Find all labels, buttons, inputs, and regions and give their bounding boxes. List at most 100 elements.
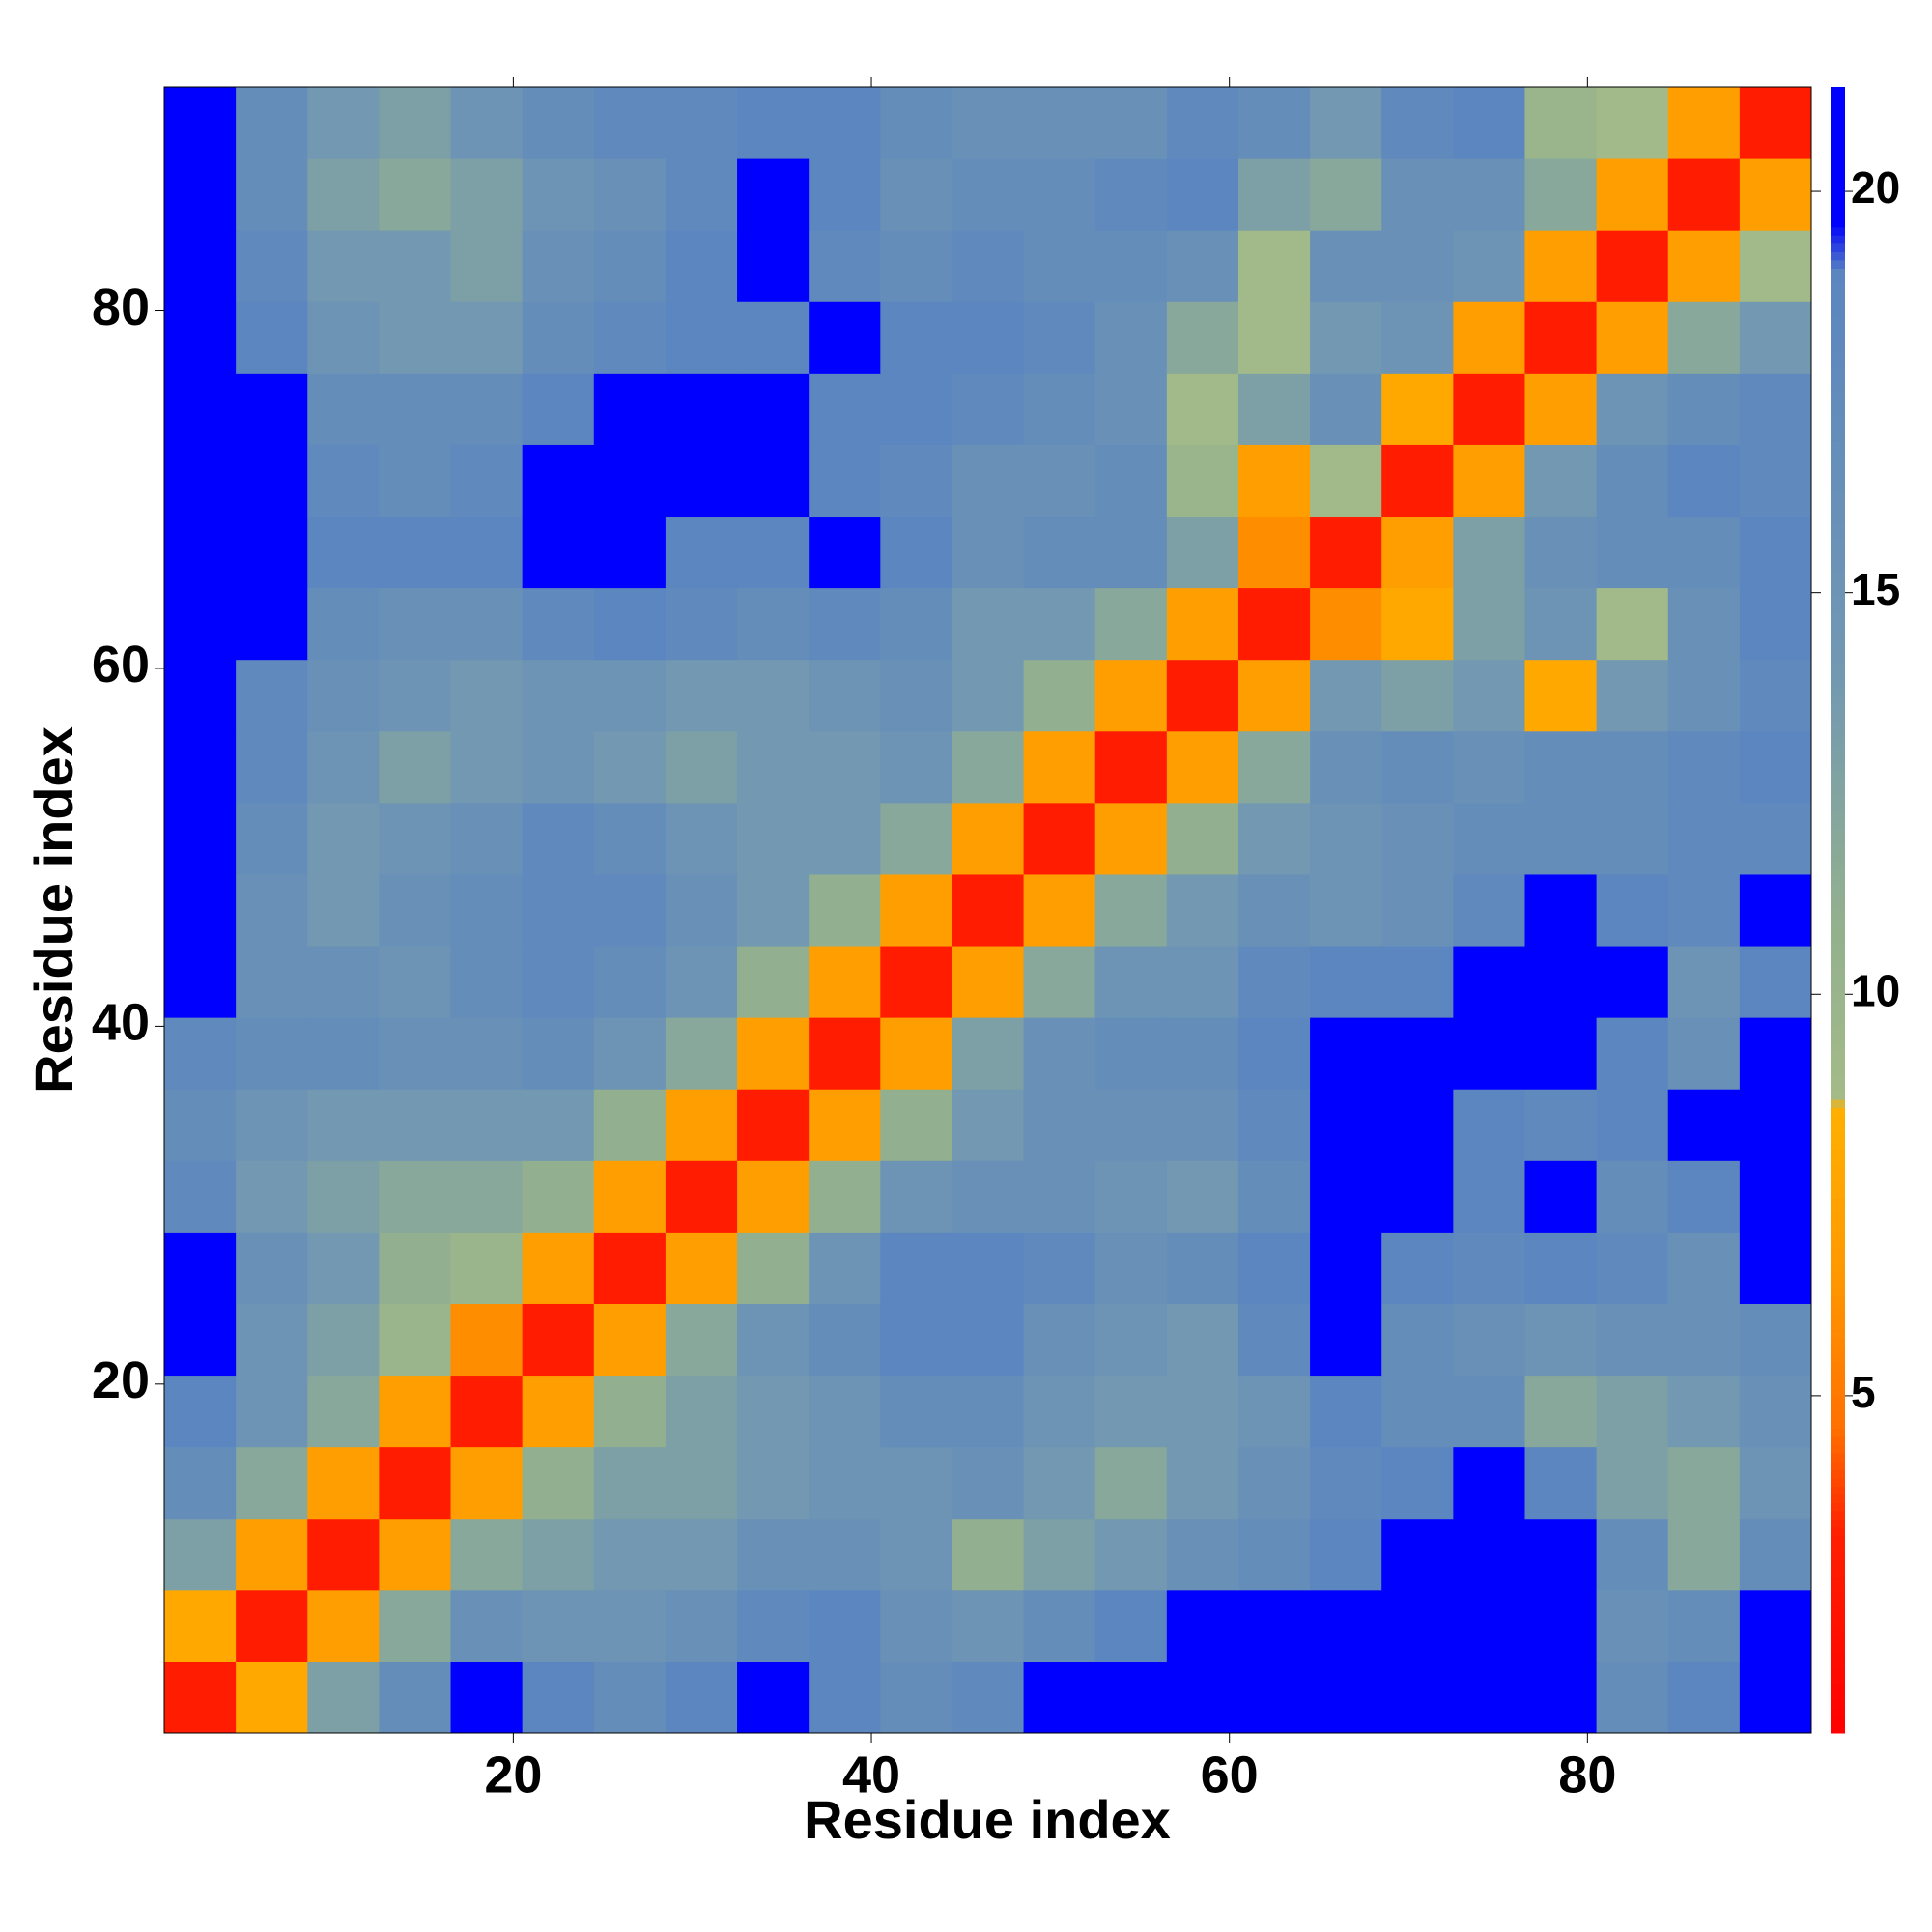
heatmap-cell bbox=[1310, 1375, 1382, 1448]
heatmap-cell bbox=[522, 946, 595, 1018]
colorbar-band bbox=[1831, 515, 1845, 525]
heatmap-cell bbox=[880, 659, 952, 732]
heatmap-cell bbox=[1667, 587, 1741, 661]
heatmap-cell bbox=[1023, 730, 1096, 804]
colorbar-band bbox=[1831, 934, 1845, 944]
colorbar-band bbox=[1831, 1296, 1845, 1306]
heatmap-cell bbox=[236, 802, 308, 875]
heatmap-cell bbox=[665, 444, 738, 518]
colorbar-band bbox=[1831, 457, 1845, 467]
y-tick-label: 40 bbox=[92, 994, 150, 1052]
heatmap-cell bbox=[236, 158, 308, 231]
heatmap-cell bbox=[522, 301, 595, 374]
heatmap-cell bbox=[1524, 587, 1598, 661]
heatmap-cell bbox=[1381, 946, 1454, 1018]
colorbar-band bbox=[1831, 1338, 1845, 1348]
heatmap-cell bbox=[1310, 444, 1382, 518]
heatmap-cell bbox=[809, 516, 881, 589]
heatmap-cell bbox=[307, 230, 380, 302]
heatmap-cell bbox=[737, 301, 810, 374]
heatmap-cell bbox=[952, 230, 1025, 302]
heatmap-cell bbox=[164, 587, 237, 661]
heatmap-cell bbox=[1381, 1375, 1454, 1448]
heatmap-cell bbox=[1667, 301, 1741, 374]
heatmap-cell bbox=[307, 946, 380, 1018]
heatmap-cell bbox=[1381, 1518, 1454, 1591]
heatmap-cell bbox=[1453, 230, 1525, 302]
heatmap-cell bbox=[379, 1017, 452, 1090]
colorbar-band bbox=[1831, 1493, 1845, 1503]
heatmap-cell bbox=[1310, 946, 1382, 1018]
heatmap-cell bbox=[1453, 1160, 1525, 1233]
colorbar-band bbox=[1831, 983, 1845, 993]
heatmap-cell bbox=[1524, 1303, 1598, 1377]
heatmap-cell bbox=[665, 1160, 738, 1233]
heatmap-cell bbox=[1237, 1089, 1311, 1161]
colorbar-band bbox=[1831, 218, 1845, 228]
heatmap-cell bbox=[593, 516, 667, 589]
heatmap-cell bbox=[1739, 873, 1812, 947]
colorbar-band bbox=[1831, 1699, 1845, 1709]
heatmap-cell bbox=[1166, 1446, 1239, 1520]
heatmap-cell bbox=[952, 1446, 1025, 1520]
heatmap-cell bbox=[1453, 730, 1525, 804]
heatmap-cell bbox=[1596, 946, 1669, 1018]
colorbar-band bbox=[1831, 1659, 1845, 1668]
heatmap-cell bbox=[522, 87, 595, 159]
heatmap-cell bbox=[1453, 1089, 1525, 1161]
heatmap-cell bbox=[379, 1160, 452, 1233]
colorbar-band bbox=[1831, 588, 1845, 598]
heatmap-cell bbox=[665, 730, 738, 804]
colorbar-band bbox=[1831, 1650, 1845, 1660]
colorbar-band bbox=[1831, 1675, 1845, 1685]
colorbar-band bbox=[1831, 1453, 1845, 1463]
colorbar-band bbox=[1831, 383, 1845, 392]
heatmap-cell bbox=[809, 873, 881, 947]
colorbar-band bbox=[1831, 1116, 1845, 1125]
heatmap-cell bbox=[1310, 873, 1382, 947]
heatmap-cell bbox=[164, 1446, 237, 1520]
colorbar-band bbox=[1831, 473, 1845, 483]
colorbar-band bbox=[1831, 1222, 1845, 1232]
colorbar-band bbox=[1831, 1321, 1845, 1331]
heatmap-cell bbox=[593, 158, 667, 231]
heatmap-cell bbox=[1524, 1232, 1598, 1304]
heatmap-cell bbox=[1524, 659, 1598, 732]
heatmap-cell bbox=[522, 516, 595, 589]
colorbar-band bbox=[1831, 415, 1845, 425]
colorbar-band bbox=[1831, 1551, 1845, 1561]
heatmap-cell bbox=[1237, 87, 1311, 159]
heatmap-cell bbox=[1166, 587, 1239, 661]
colorbar-band bbox=[1831, 1560, 1845, 1570]
colorbar-band bbox=[1831, 1033, 1845, 1042]
heatmap-cell bbox=[1310, 1589, 1382, 1662]
heatmap-cell bbox=[880, 946, 952, 1018]
heatmap-cell bbox=[880, 516, 952, 589]
heatmap-cell bbox=[593, 1661, 667, 1734]
heatmap-cell bbox=[1667, 1303, 1741, 1377]
heatmap-cell bbox=[307, 1661, 380, 1734]
heatmap-cell bbox=[1667, 946, 1741, 1018]
heatmap-cell bbox=[1237, 230, 1311, 302]
heatmap-cell bbox=[236, 230, 308, 302]
colorbar-band bbox=[1831, 1444, 1845, 1454]
heatmap-cell bbox=[1094, 230, 1168, 302]
heatmap-cell bbox=[1381, 1089, 1454, 1161]
colorbar-band bbox=[1831, 293, 1845, 302]
heatmap-cell bbox=[1094, 1375, 1168, 1448]
heatmap-cell bbox=[1094, 659, 1168, 732]
heatmap-cell bbox=[880, 230, 952, 302]
heatmap-cell bbox=[1667, 87, 1741, 159]
colorbar-band bbox=[1831, 1140, 1845, 1150]
heatmap-cell bbox=[1596, 444, 1669, 518]
heatmap-cell bbox=[1739, 1518, 1812, 1591]
x-tick-label: 20 bbox=[484, 1746, 542, 1804]
heatmap-cell bbox=[952, 587, 1025, 661]
heatmap-cell bbox=[880, 444, 952, 518]
heatmap-cell bbox=[1023, 516, 1096, 589]
colorbar-band bbox=[1831, 638, 1845, 647]
heatmap-cell bbox=[1166, 1661, 1239, 1734]
colorbar-band bbox=[1831, 1065, 1845, 1075]
heatmap-cell bbox=[1453, 873, 1525, 947]
